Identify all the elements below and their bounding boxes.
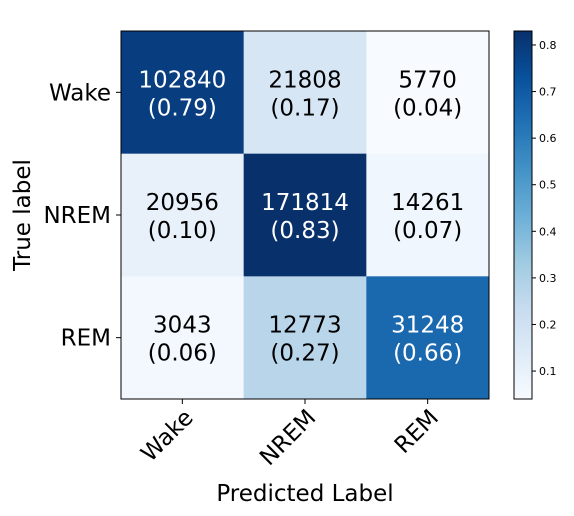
cell-count-label: 102840 — [138, 67, 226, 93]
heatmap-cell — [121, 153, 245, 277]
cell-proportion-label: (0.79) — [148, 95, 217, 121]
y-tick-label: NREM — [43, 203, 111, 229]
cell-count-label: 5770 — [398, 67, 457, 93]
cell-proportion-label: (0.06) — [148, 341, 217, 367]
colorbar-gradient — [513, 30, 533, 400]
cell-proportion-label: (0.66) — [393, 341, 462, 367]
x-tick-label: REM — [390, 405, 444, 459]
x-tick-label: Wake — [136, 405, 198, 467]
cell-proportion-label: (0.27) — [270, 341, 339, 367]
heatmap-cells: 102840(0.79)21808(0.17)5770(0.04)20956(0… — [121, 31, 490, 400]
colorbar-tick-label: 0.5 — [539, 179, 557, 192]
cell-proportion-label: (0.83) — [270, 218, 339, 244]
heatmap-cell — [121, 276, 245, 400]
heatmap-cell — [121, 31, 245, 155]
heatmap-cell — [243, 31, 367, 155]
y-axis: Wake NREM REM — [43, 80, 121, 352]
cell-proportion-label: (0.10) — [148, 218, 217, 244]
cell-proportion-label: (0.04) — [393, 95, 462, 121]
y-tick-label: Wake — [49, 80, 111, 106]
cell-count-label: 12773 — [268, 313, 341, 339]
y-axis-label: True label — [10, 159, 36, 272]
colorbar: 0.1 0.2 0.3 0.4 0.5 0.6 0.7 0.8 — [513, 30, 557, 400]
heatmap-cell — [366, 276, 490, 400]
colorbar-tick-label: 0.3 — [539, 272, 557, 285]
heatmap-cell — [366, 31, 490, 155]
x-tick-label: NREM — [255, 405, 321, 471]
colorbar-tick-label: 0.8 — [539, 39, 557, 52]
y-tick-label: REM — [61, 326, 111, 352]
colorbar-tick-label: 0.7 — [539, 86, 557, 99]
colorbar-tick-label: 0.2 — [539, 318, 557, 331]
colorbar-tick-label: 0.4 — [539, 225, 557, 238]
cell-count-label: 31248 — [391, 313, 464, 339]
heatmap-cell — [243, 276, 367, 400]
cell-count-label: 20956 — [146, 190, 219, 216]
heatmap-cell — [366, 153, 490, 277]
cell-count-label: 14261 — [391, 190, 464, 216]
colorbar-tick-label: 0.1 — [539, 365, 557, 378]
cell-count-label: 171814 — [261, 190, 349, 216]
cell-proportion-label: (0.17) — [270, 95, 339, 121]
colorbar-tick-label: 0.6 — [539, 132, 557, 145]
x-axis-label: Predicted Label — [216, 481, 393, 507]
cell-proportion-label: (0.07) — [393, 218, 462, 244]
cell-count-label: 21808 — [268, 67, 341, 93]
colorbar-ticks: 0.1 0.2 0.3 0.4 0.5 0.6 0.7 0.8 — [532, 39, 557, 378]
x-axis: Wake NREM REM — [136, 399, 444, 471]
heatmap-cell — [243, 153, 367, 277]
cell-count-label: 3043 — [153, 313, 212, 339]
